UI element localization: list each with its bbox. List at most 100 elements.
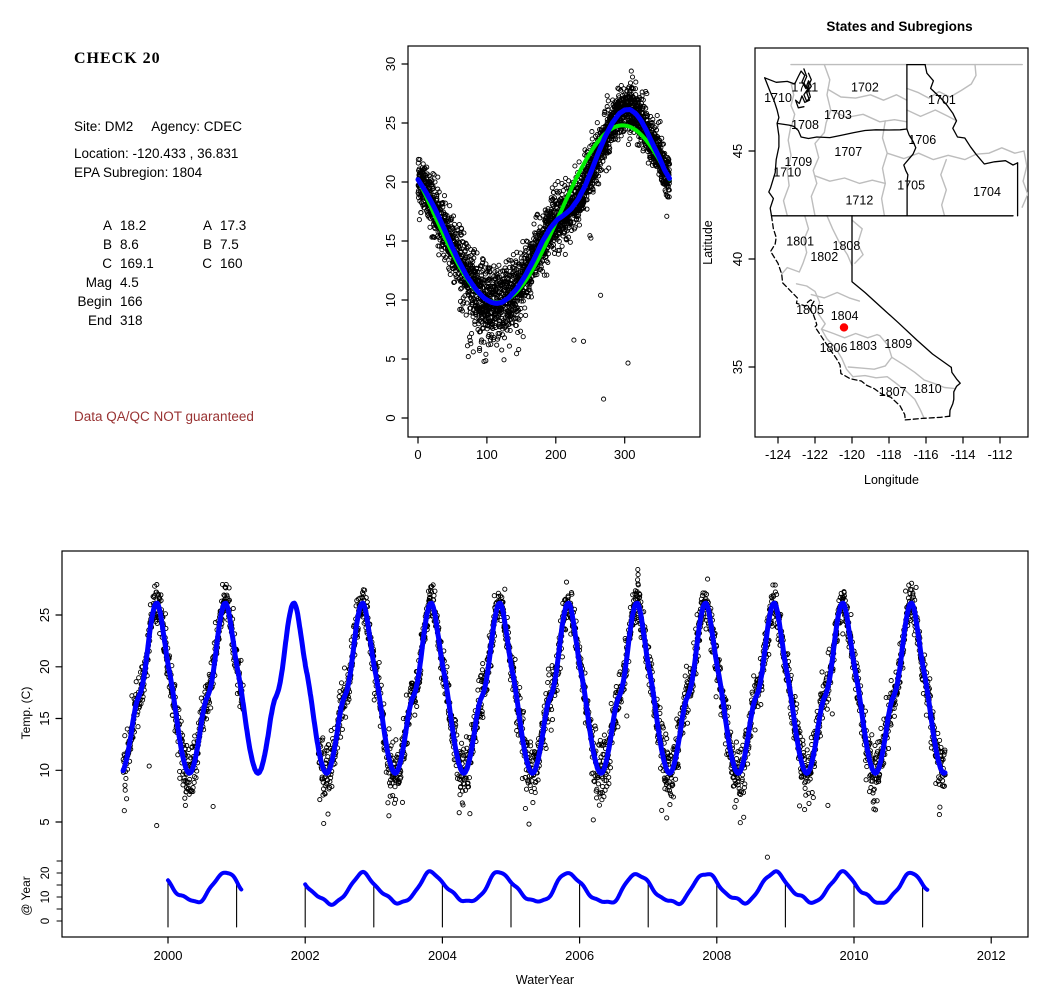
tick-label: 10 bbox=[37, 763, 52, 777]
state-outline-columbia-river bbox=[776, 122, 908, 140]
map-panel: States and Subregions bbox=[754, 19, 1029, 438]
map-label-1706: 1706 bbox=[908, 133, 936, 147]
param-row: A 17.3 bbox=[186, 218, 246, 237]
tick-label: 300 bbox=[614, 447, 636, 462]
location-line: Location: -120.433 , 36.831 bbox=[74, 146, 239, 161]
subregion-outline bbox=[795, 283, 826, 330]
tick-label: 200 bbox=[545, 447, 567, 462]
timeseries-plot bbox=[61, 550, 1029, 938]
map-label-1808: 1808 bbox=[833, 239, 861, 253]
param-label: A bbox=[202, 218, 212, 233]
param-label: C bbox=[202, 256, 212, 271]
subregion-outline bbox=[852, 374, 896, 383]
map-label-1703: 1703 bbox=[824, 108, 852, 122]
tick-label: 2012 bbox=[977, 948, 1006, 963]
fit-parameters-right: A 17.3 B 7.5 C 160 bbox=[186, 218, 246, 275]
map-label-1710: 1710 bbox=[773, 166, 801, 180]
state-outline-colorado-river bbox=[949, 366, 961, 417]
state-outline-puget-sound-2 bbox=[803, 68, 812, 102]
param-value: 17.3 bbox=[220, 218, 247, 233]
seasonal-axes: 0 100 200 300 0 5 10 15 20 25 30 bbox=[383, 57, 636, 462]
map-label-1710: 1710 bbox=[764, 91, 792, 105]
tick-label: 20 bbox=[37, 660, 52, 674]
qaqc-warning: Data QA/QC NOT guaranteed bbox=[74, 409, 254, 424]
tick-label: 35 bbox=[730, 360, 745, 374]
param-label: B bbox=[102, 237, 112, 252]
map-label-1801: 1801 bbox=[786, 235, 814, 249]
subregion-outline bbox=[823, 63, 832, 134]
tick-label: 100 bbox=[476, 447, 498, 462]
tick-label: 45 bbox=[730, 144, 745, 158]
param-row: C 160 bbox=[186, 256, 246, 275]
temp-axis-label: Temp. (C) bbox=[19, 687, 33, 740]
param-row: End 318 bbox=[62, 313, 154, 332]
subregion-outline bbox=[814, 175, 886, 185]
tick-label: 15 bbox=[37, 711, 52, 725]
map-outlines bbox=[764, 63, 1028, 421]
param-value: 7.5 bbox=[220, 237, 239, 252]
tick-label: 10 bbox=[383, 293, 398, 307]
map-label-1802: 1802 bbox=[810, 250, 838, 264]
param-value: 4.5 bbox=[120, 275, 139, 290]
check-title: CHECK 20 bbox=[74, 50, 161, 67]
subregion-outline bbox=[886, 152, 977, 161]
param-row: B 8.6 bbox=[62, 237, 154, 256]
map-axes: -124 -122 -120 -118 -116 -114 -112 35 40 45 Latitu… bbox=[701, 144, 1013, 487]
map-label-1810: 1810 bbox=[914, 382, 942, 396]
subregion-outline bbox=[906, 109, 958, 122]
param-row: Mag 4.5 bbox=[62, 275, 154, 294]
tick-label: -118 bbox=[876, 447, 901, 462]
tick-label: 2000 bbox=[154, 948, 183, 963]
tick-label: -124 bbox=[765, 447, 791, 462]
tick-label: 25 bbox=[37, 608, 52, 622]
annual-component-curve bbox=[166, 869, 930, 907]
param-label: A bbox=[102, 218, 112, 233]
map-label-1807: 1807 bbox=[879, 385, 907, 399]
param-label: C bbox=[102, 256, 112, 271]
map-label-1711: 1711 bbox=[791, 80, 818, 94]
tick-label: 30 bbox=[383, 57, 398, 71]
tick-label: -120 bbox=[839, 447, 865, 462]
subregion-outline bbox=[893, 381, 925, 420]
param-value: 18.2 bbox=[120, 218, 147, 233]
epa-subregion-line: EPA Subregion: 1804 bbox=[74, 165, 203, 180]
state-outline-id-mt-border bbox=[924, 63, 1019, 166]
state-outline-ca-mx-border bbox=[904, 415, 951, 421]
timeseries-axes: 2000 2002 2004 2006 2008 2010 2012 5 10 15 20 25 0 10… bbox=[19, 608, 1006, 987]
subregion-outline bbox=[880, 120, 888, 217]
tick-label: 10 bbox=[40, 891, 52, 904]
subregion-outline bbox=[782, 124, 792, 217]
state-outline-wa-coast bbox=[764, 77, 780, 125]
state-outline-ca-coast bbox=[769, 215, 906, 421]
tick-label: 5 bbox=[383, 355, 398, 362]
fit-parameters-left: A 18.2 B 8.6 C 169.1 Mag 4.5 Begin 166 End 318 bbox=[62, 218, 154, 332]
tick-label: 2008 bbox=[702, 948, 731, 963]
map-label-1804: 1804 bbox=[831, 309, 859, 323]
tick-label: 15 bbox=[383, 234, 398, 248]
subregion-outline bbox=[891, 356, 956, 390]
tick-label: 0 bbox=[414, 447, 421, 462]
param-label: End bbox=[87, 313, 112, 328]
tick-label: 20 bbox=[383, 175, 398, 189]
map-box bbox=[754, 47, 1029, 438]
map-label-1701: 1701 bbox=[928, 93, 956, 107]
subregion-outline bbox=[810, 291, 861, 302]
tick-label: 2010 bbox=[840, 948, 869, 963]
param-value: 318 bbox=[120, 313, 143, 328]
state-outline-or-coast bbox=[768, 122, 780, 217]
subregion-outline bbox=[830, 109, 908, 123]
latitude-axis-label: Latitude bbox=[701, 220, 715, 265]
tick-label: 40 bbox=[730, 252, 745, 266]
annual-component-segment bbox=[166, 870, 244, 905]
tick-label: 0 bbox=[40, 918, 52, 924]
map-marker-dot bbox=[839, 323, 849, 332]
param-row: A 18.2 bbox=[62, 218, 154, 237]
map-region-labels: 1711171017021703170817011706170717091710… bbox=[764, 80, 1001, 399]
param-label: Mag bbox=[85, 275, 112, 290]
tick-label: 5 bbox=[37, 818, 52, 825]
year-axis-label: @ Year bbox=[19, 876, 33, 916]
tick-label: -122 bbox=[802, 447, 828, 462]
tick-label: 20 bbox=[40, 867, 52, 880]
